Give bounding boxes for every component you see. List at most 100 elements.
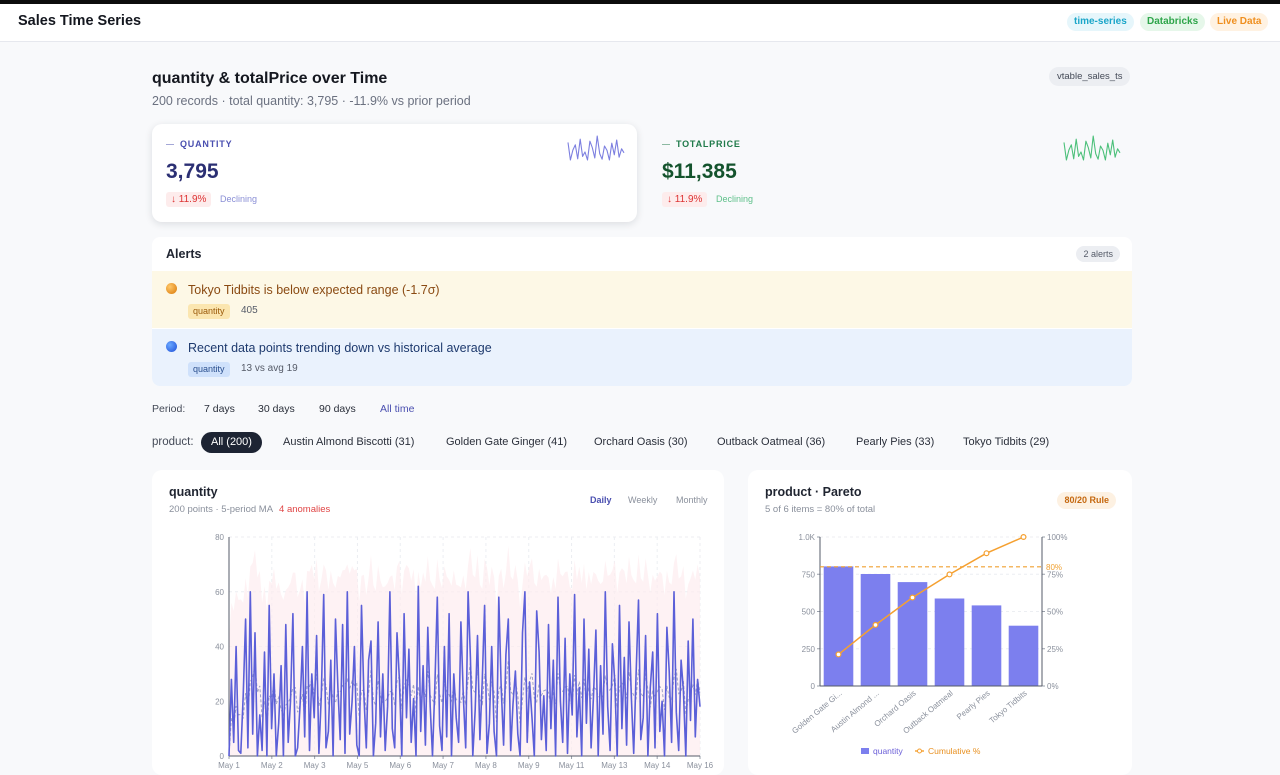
period-option-90-days[interactable]: 90 days <box>319 403 356 415</box>
timeseries-subtitle: 200 points · 5-period MA 4 anomalies <box>169 504 331 515</box>
x-tick-label: May 8 <box>475 761 497 770</box>
product-chip-golden-gate-ginger[interactable]: Golden Gate Ginger (41) <box>446 436 568 448</box>
x-tick-label: May 11 <box>559 761 585 770</box>
warning-dot-icon <box>166 283 177 294</box>
y-tick-label: 20 <box>215 697 224 706</box>
y-right-tick-label: 0% <box>1047 682 1059 691</box>
alerts-title: Alerts <box>166 247 202 261</box>
quantity-series-line <box>228 585 701 757</box>
product-chip-austin-almond-biscotti[interactable]: Austin Almond Biscotti (31) <box>283 436 415 448</box>
kpi-label: TOTALPRICE <box>662 139 741 149</box>
tag-time-series: time-series <box>1067 13 1134 31</box>
alert-detail: 13 vs avg 19 <box>241 363 298 374</box>
moving-average-line <box>228 660 701 757</box>
x-tick-label: May 1 <box>218 761 240 770</box>
y-left-tick-label: 750 <box>802 570 816 579</box>
product-chip-all[interactable]: All (200) <box>201 432 262 453</box>
anomaly-count: 4 anomalies <box>279 504 331 515</box>
alerts-count-badge: 2 alerts <box>1076 246 1120 262</box>
legend-label-cumulative: Cumulative % <box>928 746 981 756</box>
pareto-rule-badge: 80/20 Rule <box>1057 492 1116 509</box>
pareto-bar <box>971 605 1002 686</box>
pareto-subtitle: 5 of 6 items = 80% of total <box>765 504 876 515</box>
product-chip-tokyo-tidbits[interactable]: Tokyo Tidbits (29) <box>963 436 1050 448</box>
pareto-bar <box>823 566 854 686</box>
cumulative-point <box>946 571 953 578</box>
cumulative-point <box>872 621 879 628</box>
page-title: quantity & totalPrice over Time <box>152 70 388 87</box>
window-top-strip <box>0 0 1280 4</box>
alert-metric-tag: quantity <box>188 304 230 319</box>
threshold-label: 80% <box>1046 563 1062 572</box>
y-right-tick-label: 75% <box>1047 570 1063 579</box>
y-tick-label: 0 <box>220 752 225 761</box>
timeseries-title: quantity <box>169 485 218 499</box>
cumulative-point <box>983 550 990 557</box>
alert-info[interactable]: Recent data points trending down vs hist… <box>152 329 1132 386</box>
product-chip-outback-oatmeal[interactable]: Outback Oatmeal (36) <box>717 436 826 448</box>
tag-live-data: Live Data <box>1210 13 1269 31</box>
y-right-tick-label: 100% <box>1047 533 1067 542</box>
alert-message: Recent data points trending down vs hist… <box>188 341 492 355</box>
kpi-trend-label: Declining <box>716 194 754 204</box>
kpi-card-totalprice[interactable]: TOTALPRICE $11,385 ↓ 11.9% Declining <box>648 124 1133 222</box>
cumulative-point <box>1020 533 1027 540</box>
period-option-all-time[interactable]: All time <box>380 403 415 415</box>
pareto-panel: product · Pareto 5 of 6 items = 80% of t… <box>748 470 1132 775</box>
period-label: Period: <box>152 403 186 415</box>
kpi-change-badge: ↓ 11.9% <box>166 192 212 207</box>
product-chip-pearly-pies[interactable]: Pearly Pies (33) <box>856 436 935 448</box>
kpi-value: 3,795 <box>166 160 219 183</box>
pareto-bar <box>934 598 965 686</box>
x-tick-label: May 3 <box>304 761 326 770</box>
app-header: Sales Time Series time-series Databricks… <box>0 4 1280 42</box>
category-label: Pearly Pies <box>955 689 992 722</box>
cumulative-point <box>835 651 842 658</box>
alert-warning[interactable]: Tokyo Tidbits is below expected range (-… <box>152 271 1132 328</box>
y-left-tick-label: 500 <box>802 608 816 617</box>
sparkline-quantity <box>567 135 625 161</box>
x-tick-label: May 6 <box>389 761 411 770</box>
granularity-monthly[interactable]: Monthly <box>676 495 708 505</box>
table-tag: vtable_sales_ts <box>1049 67 1131 86</box>
y-left-tick-label: 250 <box>802 645 816 654</box>
legend-swatch-cumulative-point <box>917 748 922 754</box>
kpi-card-quantity[interactable]: QUANTITY 3,795 ↓ 11.9% Declining <box>152 124 637 222</box>
product-chip-orchard-oasis[interactable]: Orchard Oasis (30) <box>594 436 688 448</box>
kpi-change-badge: ↓ 11.9% <box>662 192 708 207</box>
granularity-daily[interactable]: Daily <box>590 495 612 505</box>
cumulative-line <box>838 536 1024 655</box>
y-left-tick-label: 1.0K <box>799 533 816 542</box>
kpi-label: QUANTITY <box>166 139 232 149</box>
period-option-30-days[interactable]: 30 days <box>258 403 295 415</box>
legend-label-quantity: quantity <box>873 746 904 756</box>
quantity-line-chart[interactable]: 0 20 40 60 80 May 1 May 2 May 3 May 5 May 6 May 7 M… <box>152 470 724 775</box>
category-label: Tokyo Tidbits <box>988 689 1029 726</box>
alert-metric-tag: quantity <box>188 362 230 377</box>
y-tick-label: 80 <box>215 533 224 542</box>
x-tick-label: May 2 <box>261 761 283 770</box>
sparkline-path <box>567 135 625 161</box>
x-tick-label: May 7 <box>432 761 454 770</box>
tag-databricks: Databricks <box>1140 13 1206 31</box>
alerts-panel: Alerts 2 alerts Tokyo Tidbits is below e… <box>152 237 1132 386</box>
page-subtitle: 200 records · total quantity: 3,795 · -1… <box>152 94 471 108</box>
y-tick-label: 60 <box>215 588 224 597</box>
y-right-tick-label: 50% <box>1047 608 1063 617</box>
sparkline-totalprice <box>1063 135 1121 161</box>
app-title: Sales Time Series <box>18 13 142 29</box>
pareto-bar <box>860 574 891 686</box>
y-tick-label: 40 <box>215 643 224 652</box>
kpi-trend-label: Declining <box>220 194 258 204</box>
legend-swatch-quantity <box>861 748 869 754</box>
product-filter-label: product: <box>152 436 194 448</box>
period-option-7-days[interactable]: 7 days <box>204 403 235 415</box>
granularity-weekly[interactable]: Weekly <box>628 495 658 505</box>
cumulative-point <box>909 594 916 601</box>
y-left-tick-label: 0 <box>811 682 816 691</box>
x-tick-label: May 13 <box>601 761 628 770</box>
alert-detail: 405 <box>241 305 258 316</box>
kpi-value: $11,385 <box>662 160 737 183</box>
x-tick-label: May 14 <box>644 761 671 770</box>
